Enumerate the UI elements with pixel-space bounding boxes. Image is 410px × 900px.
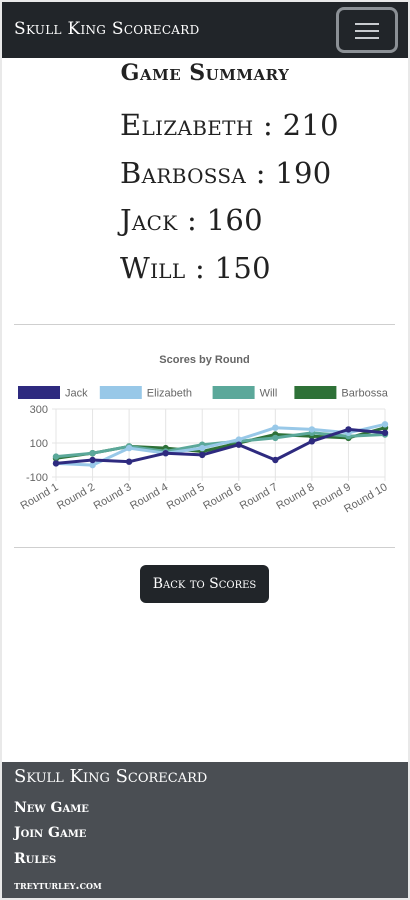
legend-label-will: Will xyxy=(260,388,278,400)
x-tick-label: Round 5 xyxy=(165,481,207,512)
legend-swatch-barbossa xyxy=(294,386,337,399)
y-tick-label: 300 xyxy=(30,404,48,416)
data-point-jack xyxy=(381,429,389,436)
series-line-jack xyxy=(55,427,386,465)
divider-top xyxy=(14,324,395,325)
data-point-jack xyxy=(162,450,169,457)
data-point-jack xyxy=(308,438,316,445)
player-name: Barbossa xyxy=(120,155,247,190)
score-row-1: Elizabeth : 210 xyxy=(120,108,339,142)
data-point-jack xyxy=(89,456,96,464)
x-tick-label: Round 2 xyxy=(55,481,97,512)
brand-link[interactable]: Skull King Scorecard xyxy=(14,19,200,39)
legend-swatch-will xyxy=(212,386,255,399)
score-row-2: Barbossa : 190 xyxy=(120,155,332,190)
data-point-jack xyxy=(272,456,279,464)
footer-link-new-game[interactable]: New Game xyxy=(14,800,89,816)
menu-toggle-button[interactable] xyxy=(336,7,398,53)
data-point-elizabeth xyxy=(125,444,133,452)
chart-title: Scores by Round xyxy=(159,354,249,366)
data-point-jack xyxy=(125,458,133,465)
player-name: Will xyxy=(120,250,186,285)
x-tick-label: Round 3 xyxy=(92,481,134,512)
divider-bottom xyxy=(14,547,395,548)
legend-swatch-elizabeth xyxy=(99,386,142,399)
legend-label-jack: Jack xyxy=(65,388,88,400)
footer-title: Skull King Scorecard xyxy=(14,766,208,787)
data-point-jack xyxy=(199,451,206,459)
data-point-elizabeth xyxy=(381,421,389,428)
x-tick-label: Round 8 xyxy=(274,481,316,512)
data-point-elizabeth xyxy=(308,426,316,433)
footer-link-rules[interactable]: Rules xyxy=(14,851,57,867)
y-tick-label: 100 xyxy=(30,438,48,450)
data-point-elizabeth xyxy=(199,444,206,452)
hamburger-menu-icon-bar xyxy=(355,37,379,39)
x-tick-label: Round 1 xyxy=(18,481,60,512)
footer: Skull King Scorecard New Game Join Game … xyxy=(2,762,408,898)
x-tick-label: Round 6 xyxy=(201,481,243,512)
data-point-will xyxy=(89,450,96,457)
data-point-will xyxy=(272,434,279,442)
scores-chart: Scores by Round Jack Elizabeth Will Barbossa… xyxy=(18,354,390,515)
data-point-elizabeth xyxy=(235,436,242,443)
player-score: 150 xyxy=(214,250,271,285)
navbar: Skull King Scorecard xyxy=(2,2,408,58)
player-score: 190 xyxy=(275,155,332,190)
data-point-elizabeth xyxy=(89,461,96,469)
x-tick-label: Round 7 xyxy=(238,481,280,512)
footer-link-website[interactable]: treyturley.com xyxy=(14,878,102,892)
y-tick-label: -100 xyxy=(26,472,48,484)
player-score: 160 xyxy=(206,203,263,237)
hamburger-menu-icon xyxy=(355,23,379,25)
data-point-jack xyxy=(235,441,242,448)
back-to-scores-button[interactable]: Back to Scores xyxy=(140,565,269,603)
data-point-jack xyxy=(52,460,60,467)
player-score: 210 xyxy=(282,108,339,142)
data-point-jack xyxy=(345,426,352,433)
series-line-elizabeth xyxy=(55,422,386,467)
data-point-will xyxy=(52,453,60,460)
legend-label-barbossa: Barbossa xyxy=(341,388,388,400)
score-row-3: Jack : 160 xyxy=(120,203,263,237)
page-title: Game Summary xyxy=(120,60,290,86)
player-name: Elizabeth xyxy=(120,108,254,142)
data-point-elizabeth xyxy=(272,424,279,431)
footer-link-join-game[interactable]: Join Game xyxy=(14,825,87,841)
score-row-4: Will : 150 xyxy=(120,250,271,285)
legend-label-elizabeth: Elizabeth xyxy=(147,388,192,400)
hamburger-menu-icon-bar xyxy=(355,30,379,32)
x-tick-label: Round 4 xyxy=(128,481,170,512)
score-list: Elizabeth : 210 Barbossa : 190 Jack : 16… xyxy=(120,106,339,296)
legend-swatch-jack xyxy=(18,386,60,399)
player-name: Jack xyxy=(120,203,178,237)
